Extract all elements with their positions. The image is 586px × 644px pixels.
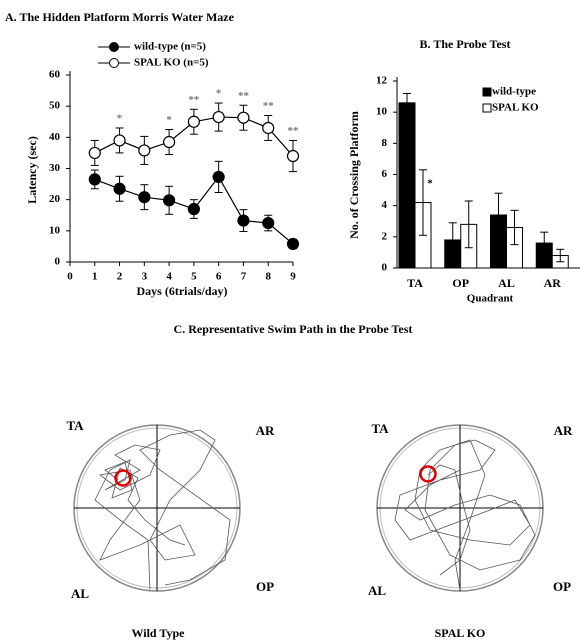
x-tick-label: 8 bbox=[265, 271, 271, 283]
quadrant-label: TA bbox=[66, 418, 84, 433]
x-axis-label: Quadrant bbox=[467, 293, 514, 305]
legend-label: SPAL KO bbox=[492, 102, 539, 114]
significance-label: ** bbox=[238, 90, 250, 102]
x-tick-label: OP bbox=[452, 276, 469, 290]
y-tick-label: 12 bbox=[376, 75, 388, 87]
panel-c-title: C. Representative Swim Path in the Probe… bbox=[174, 322, 413, 336]
y-tick-label: 60 bbox=[49, 69, 61, 81]
swim-path bbox=[104, 461, 186, 546]
data-point bbox=[237, 214, 250, 227]
y-axis-label: Latency (sec) bbox=[25, 136, 39, 204]
data-point bbox=[163, 135, 176, 149]
data-point bbox=[286, 149, 300, 163]
x-tick-label: 3 bbox=[142, 271, 148, 283]
data-point bbox=[88, 146, 101, 160]
x-tick-label: 7 bbox=[241, 271, 247, 283]
swim-path bbox=[94, 429, 231, 591]
data-point bbox=[286, 237, 300, 251]
x-tick-label: 2 bbox=[117, 271, 123, 283]
y-axis-label: No. of Crossing Platform bbox=[347, 111, 361, 239]
data-point bbox=[138, 191, 151, 204]
y-tick-label: 10 bbox=[376, 106, 388, 118]
significance-label: ** bbox=[188, 94, 200, 106]
x-tick-label: TA bbox=[407, 276, 423, 290]
legend-label: wild-type bbox=[492, 86, 536, 98]
quadrant-label: AR bbox=[256, 423, 275, 438]
x-tick-label: 1 bbox=[92, 271, 98, 283]
x-tick-label: 6 bbox=[216, 271, 222, 283]
panel-c: C. Representative Swim Path in the Probe… bbox=[66, 322, 573, 640]
x-tick-label: AR bbox=[544, 276, 562, 290]
y-tick-label: 40 bbox=[49, 131, 61, 143]
platform-location bbox=[419, 465, 437, 483]
chart-title: B. The Probe Test bbox=[420, 37, 511, 51]
y-tick-label: 50 bbox=[49, 100, 61, 112]
legend-marker bbox=[109, 42, 119, 52]
y-tick-label: 8 bbox=[382, 137, 388, 149]
legend-label: wild-type (n=5) bbox=[134, 41, 206, 53]
legend-marker bbox=[482, 87, 492, 97]
significance-label: ** bbox=[288, 125, 300, 137]
y-tick-label: 30 bbox=[49, 162, 61, 174]
y-tick-label: 6 bbox=[382, 168, 388, 180]
significance-label: ** bbox=[263, 100, 275, 112]
data-point bbox=[138, 144, 151, 157]
legend-marker bbox=[482, 103, 492, 113]
data-point bbox=[113, 182, 126, 195]
platform-location bbox=[114, 469, 132, 487]
data-point bbox=[113, 134, 126, 147]
x-tick-label: 4 bbox=[166, 271, 172, 283]
data-point bbox=[163, 194, 176, 207]
y-tick-label: 10 bbox=[49, 224, 61, 236]
data-point bbox=[237, 111, 250, 124]
quadrant-label: TA bbox=[371, 421, 389, 436]
significance-label: * bbox=[216, 88, 222, 100]
quadrant-label: OP bbox=[553, 579, 571, 594]
x-tick-label: AL bbox=[498, 276, 515, 290]
y-tick-label: 20 bbox=[49, 193, 61, 205]
y-tick-label: 4 bbox=[382, 199, 388, 211]
x-tick-label: 9 bbox=[290, 271, 296, 283]
data-point bbox=[212, 170, 225, 184]
arena-label: Wild Type bbox=[131, 626, 185, 640]
x-tick-label: 0 bbox=[67, 271, 73, 283]
significance-label: * bbox=[117, 113, 123, 125]
data-point bbox=[262, 121, 275, 135]
significance-label: * bbox=[427, 177, 433, 189]
quadrant-label: OP bbox=[256, 579, 274, 594]
data-point bbox=[187, 115, 200, 128]
quadrant-label: AR bbox=[554, 423, 573, 438]
y-tick-label: 0 bbox=[55, 256, 61, 268]
legend-label: SPAL KO (n=5) bbox=[134, 57, 209, 69]
data-point bbox=[262, 216, 275, 230]
data-point bbox=[187, 202, 200, 216]
quadrant-label: AL bbox=[368, 583, 386, 598]
bar bbox=[398, 102, 416, 269]
y-tick-label: 2 bbox=[382, 230, 388, 242]
x-tick-label: 5 bbox=[191, 271, 197, 283]
data-point bbox=[88, 173, 101, 186]
chart-title: A. The Hidden Platform Morris Water Maze bbox=[5, 10, 235, 24]
data-point bbox=[212, 110, 225, 124]
arena-label: SPAL KO bbox=[435, 626, 486, 640]
legend-marker bbox=[109, 58, 119, 68]
significance-label: * bbox=[166, 114, 172, 126]
y-tick-label: 0 bbox=[382, 262, 388, 274]
swim-path bbox=[427, 464, 471, 576]
quadrant-label: AL bbox=[71, 586, 89, 601]
x-axis-label: Days (6trials/day) bbox=[137, 284, 228, 298]
